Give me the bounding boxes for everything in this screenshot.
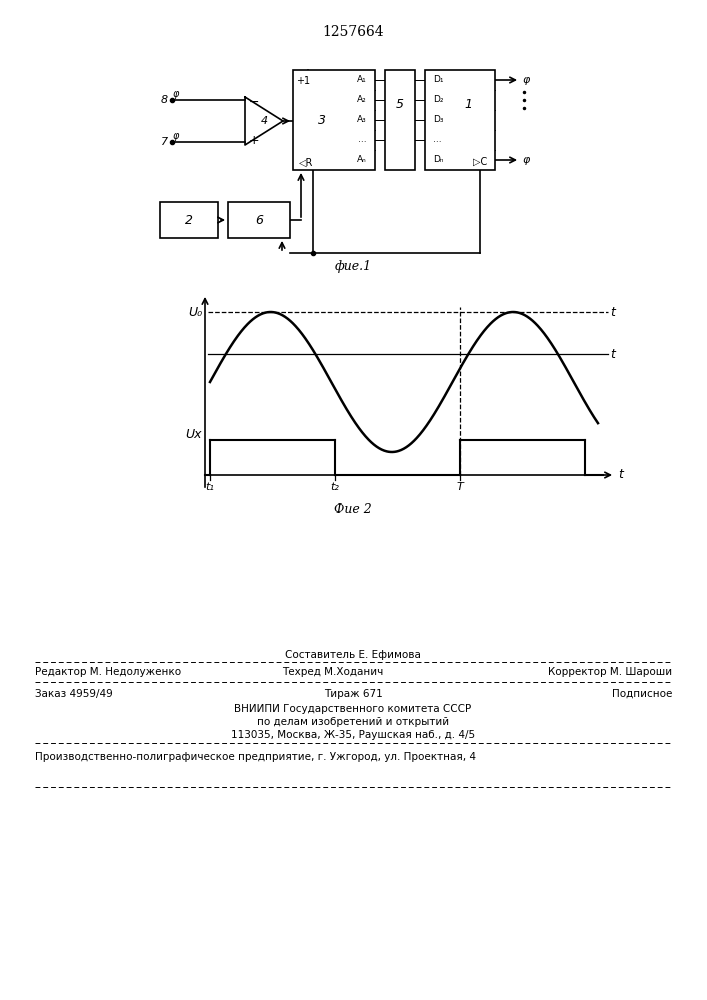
- Text: φ: φ: [173, 89, 180, 99]
- Text: Uх: Uх: [185, 428, 202, 442]
- Text: t₁: t₁: [206, 482, 214, 492]
- Text: ВНИИПИ Государственного комитета СССР: ВНИИПИ Государственного комитета СССР: [235, 704, 472, 714]
- Text: Корректор М. Шароши: Корректор М. Шароши: [548, 667, 672, 677]
- Text: Фие 2: Фие 2: [334, 503, 372, 516]
- Text: 7: 7: [161, 137, 168, 147]
- Text: 8: 8: [161, 95, 168, 105]
- Bar: [385, 70, 415, 170]
- Text: ...: ...: [433, 135, 442, 144]
- Text: Производственно-полиграфическое предприятие, г. Ужгород, ул. Проектная, 4: Производственно-полиграфическое предприя…: [35, 752, 476, 762]
- Text: фие.1: фие.1: [334, 260, 372, 273]
- Text: Aₙ: Aₙ: [357, 155, 367, 164]
- Bar: [160, 202, 218, 238]
- Text: U₀: U₀: [188, 306, 202, 318]
- Text: Подписное: Подписное: [612, 689, 672, 699]
- Text: t₂: t₂: [331, 482, 339, 492]
- Text: 4: 4: [260, 116, 267, 126]
- Text: +: +: [249, 133, 259, 146]
- Text: ...: ...: [358, 135, 367, 144]
- Text: t: t: [618, 468, 623, 482]
- Bar: [228, 202, 290, 238]
- Text: Заказ 4959/49: Заказ 4959/49: [35, 689, 112, 699]
- Text: по делам изобретений и открытий: по делам изобретений и открытий: [257, 717, 449, 727]
- Text: φ: φ: [173, 131, 180, 141]
- Text: 6: 6: [255, 214, 263, 227]
- Text: Тираж 671: Тираж 671: [324, 689, 382, 699]
- Bar: [293, 70, 375, 170]
- Text: D₁: D₁: [433, 76, 443, 85]
- Text: T: T: [457, 482, 464, 492]
- Text: t: t: [610, 306, 615, 318]
- Text: 113035, Москва, Ж-35, Раушская наб., д. 4/5: 113035, Москва, Ж-35, Раушская наб., д. …: [231, 730, 475, 740]
- Text: D₂: D₂: [433, 96, 443, 104]
- Text: D₃: D₃: [433, 115, 443, 124]
- Text: A₃: A₃: [357, 115, 367, 124]
- Text: 3: 3: [318, 113, 326, 126]
- Text: Редактор М. Недолуженко: Редактор М. Недолуженко: [35, 667, 181, 677]
- Text: t: t: [610, 348, 615, 360]
- Text: −: −: [249, 96, 259, 108]
- Text: 1: 1: [464, 99, 472, 111]
- Bar: [425, 70, 495, 170]
- Text: ▷C: ▷C: [473, 157, 487, 167]
- Text: +1: +1: [296, 76, 310, 86]
- Text: 1257664: 1257664: [322, 25, 384, 39]
- Text: φ: φ: [522, 155, 530, 165]
- Text: ◁R: ◁R: [299, 158, 313, 168]
- Text: A₂: A₂: [357, 96, 367, 104]
- Text: Dₙ: Dₙ: [433, 155, 443, 164]
- Text: 2: 2: [185, 214, 193, 227]
- Text: A₁: A₁: [357, 76, 367, 85]
- Text: φ: φ: [522, 75, 530, 85]
- Text: 5: 5: [396, 99, 404, 111]
- Text: Составитель Е. Ефимова: Составитель Е. Ефимова: [285, 650, 421, 660]
- Text: Техред М.Ходанич: Техред М.Ходанич: [282, 667, 384, 677]
